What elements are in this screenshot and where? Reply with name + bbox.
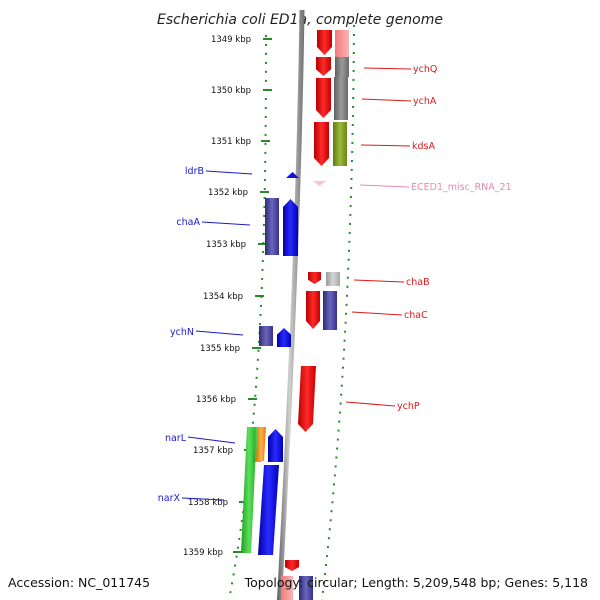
gene-label-narL[interactable]: narL (165, 433, 187, 444)
gene-chaC[interactable] (306, 291, 320, 329)
leader-line-chaC (351, 311, 403, 316)
gene-label-chaC[interactable]: chaC (404, 310, 428, 321)
leader-line-narL (187, 436, 236, 444)
gene-label-ychP[interactable]: ychP (397, 401, 420, 412)
cog-ychQ-pinkfade[interactable] (335, 30, 349, 57)
cog-bottom-purple[interactable] (299, 576, 313, 600)
cog-chaB-lightgray[interactable] (326, 272, 340, 286)
leader-line-ychP (345, 401, 396, 407)
gene-label-kdsA[interactable]: kdsA (412, 141, 435, 152)
leader-line-ldrB (205, 170, 253, 175)
leader-line-chaA (201, 221, 251, 226)
gene-label-layer: ychQ ychA kdsA ECED1_misc_RNA_21 chaB chaC ych… (158, 64, 512, 504)
gene-label-ychN[interactable]: ychN (170, 327, 194, 338)
kbp-tick-layer: 1349 kbp 1350 kbp 1351 kbp 1352 kbp 1353 kbp… (183, 35, 272, 558)
leader-line-kdsA (360, 144, 411, 147)
gene-label-ychQ[interactable]: ychQ (413, 64, 437, 75)
leader-line-chaB (353, 279, 405, 283)
kbp-tick-label: 1354 kbp (203, 292, 243, 302)
gene-ychQ-lower[interactable] (316, 57, 331, 76)
kbp-tick-label: 1359 kbp (183, 548, 223, 558)
gene-label-narX[interactable]: narX (158, 493, 181, 504)
kbp-tick-label: 1350 kbp (211, 86, 251, 96)
cog-ychQ-gray[interactable] (335, 57, 349, 77)
gene-ychN[interactable] (277, 328, 291, 347)
accession-label: Accession: NC_011745 (8, 575, 150, 590)
kbp-tick-label: 1357 kbp (193, 446, 233, 456)
leader-line-ychN (195, 330, 244, 336)
cog-kdsA-olive[interactable] (333, 122, 347, 166)
gene-narX[interactable] (258, 465, 279, 555)
kbp-tick-label: 1353 kbp (206, 240, 246, 250)
leader-line-narX (181, 497, 225, 501)
gene-ychQ[interactable] (317, 30, 332, 55)
leader-line-ECED1_misc_RNA_21 (359, 184, 410, 188)
kbp-tick-label: 1352 kbp (208, 188, 248, 198)
kbp-tick-label: 1356 kbp (196, 395, 236, 405)
gene-bottom-red[interactable] (285, 560, 299, 571)
cog-chaA-purple[interactable] (265, 198, 279, 255)
kbp-tick-label: 1349 kbp (211, 35, 251, 45)
leader-line-ychQ (363, 67, 412, 70)
gene-label-ychA[interactable]: ychA (413, 96, 437, 107)
cog-ychN-purple[interactable] (259, 326, 273, 346)
gene-feature-layer (241, 30, 349, 600)
gene-ychA[interactable] (316, 78, 331, 118)
leader-line-ychA (361, 98, 412, 102)
gene-kdsA[interactable] (314, 122, 329, 166)
cog-narL-green[interactable] (241, 427, 257, 553)
topology-label: Topology: circular; Length: 5,209,548 bp… (244, 575, 588, 590)
gene-ldrB[interactable] (286, 172, 299, 178)
gene-label-chaB[interactable]: chaB (406, 277, 430, 288)
genome-backbone (277, 10, 305, 600)
gene-label-ldrB[interactable]: ldrB (185, 166, 204, 177)
gene-chaB[interactable] (308, 272, 321, 284)
cog-ychA-gray[interactable] (334, 77, 348, 120)
gene-ECED1-misc-RNA-21[interactable] (313, 181, 326, 186)
cog-narL-orange[interactable] (256, 427, 266, 461)
gene-ychP[interactable] (298, 366, 316, 432)
cog-chaC-purple[interactable] (323, 291, 337, 330)
gene-chaA[interactable] (283, 199, 298, 256)
kbp-tick-label: 1355 kbp (200, 344, 240, 354)
gene-narL[interactable] (268, 429, 283, 462)
kbp-tick-label: 1358 kbp (188, 498, 228, 508)
gene-bottom-pink[interactable] (281, 576, 293, 600)
gene-label-ECED1_misc_RNA_21[interactable]: ECED1_misc_RNA_21 (411, 182, 512, 193)
kbp-tick-label: 1351 kbp (211, 137, 251, 147)
gene-label-chaA[interactable]: chaA (176, 217, 200, 228)
